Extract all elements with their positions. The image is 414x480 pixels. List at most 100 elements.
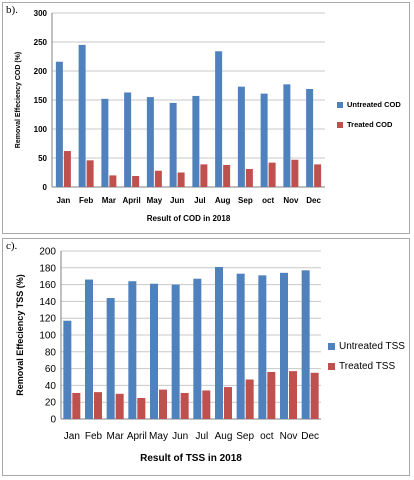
bar-treated-cod xyxy=(291,159,299,187)
bar-untreated-cod xyxy=(55,61,63,187)
bar-untreated-tss xyxy=(106,298,115,419)
bar-treated-tss xyxy=(289,371,297,419)
x-tick-label: Sep xyxy=(236,431,254,442)
bar-untreated-tss xyxy=(236,273,245,419)
bar-untreated-tss xyxy=(280,272,288,419)
bar-treated-cod xyxy=(86,160,94,187)
bar-treated-cod xyxy=(63,151,71,187)
y-tick-label: 180 xyxy=(39,263,56,274)
y-axis-title: Removal Effeciency COD (%) xyxy=(15,52,22,148)
bar-untreated-cod xyxy=(260,93,268,187)
legend-swatch xyxy=(337,102,343,108)
y-tick-label: 0 xyxy=(43,183,48,192)
x-tick-label: Feb xyxy=(79,196,93,205)
x-tick-label: Nov xyxy=(283,196,299,205)
bar-treated-tss xyxy=(202,390,211,419)
x-tick-label: Mar xyxy=(107,431,125,442)
x-tick-label: May xyxy=(149,431,168,442)
chart-panel-cod: b). 0 50 100 150 200 250 300 Jan Feb Mar April May J… xyxy=(2,2,410,234)
bar-treated-tss xyxy=(94,392,102,419)
y-tick-label: 120 xyxy=(39,314,56,325)
x-tick-label: Aug xyxy=(215,431,233,442)
bar-untreated-tss xyxy=(171,284,180,419)
y-tick-label: 160 xyxy=(39,280,56,291)
bar-untreated-tss xyxy=(128,281,137,419)
y-axis-title: Removal Effeciency TSS (%) xyxy=(15,274,25,396)
y-tick-label: 60 xyxy=(45,364,57,375)
bar-treated-tss xyxy=(224,387,232,419)
legend-label: Treated COD xyxy=(347,120,393,129)
bar-treated-cod xyxy=(200,164,208,187)
bar-treated-cod xyxy=(314,164,322,187)
y-tick-label: 300 xyxy=(34,9,48,18)
bar-treated-tss xyxy=(310,372,319,419)
bar-untreated-tss xyxy=(85,279,93,419)
x-tick-label: Mar xyxy=(102,196,116,205)
bar-untreated-tss xyxy=(150,283,158,419)
x-axis-title: Result of TSS in 2018 xyxy=(140,453,242,464)
x-tick-label: Sep xyxy=(238,196,253,205)
legend-label: Untreated COD xyxy=(347,100,401,109)
legend-swatch xyxy=(328,343,335,350)
bar-untreated-tss xyxy=(301,270,310,419)
x-tick-label: Jan xyxy=(56,196,70,205)
x-axis-title: Result of COD in 2018 xyxy=(147,214,231,223)
x-tick-label: oct xyxy=(260,431,274,442)
bar-untreated-tss xyxy=(215,266,223,419)
bar-treated-tss xyxy=(72,392,81,419)
y-tick-label: 150 xyxy=(34,96,48,105)
x-tick-label: Jul xyxy=(195,431,208,442)
x-tick-label: Jul xyxy=(194,196,206,205)
bar-treated-cod xyxy=(132,175,140,187)
y-tick-label: 0 xyxy=(50,415,56,426)
bar-untreated-cod xyxy=(78,44,86,188)
bar-untreated-cod xyxy=(124,92,132,187)
y-tick-label: 100 xyxy=(39,331,56,342)
bar-untreated-cod xyxy=(237,86,245,187)
x-tick-label: May xyxy=(147,196,163,205)
x-tick-label: Feb xyxy=(85,431,103,442)
y-tick-label: 20 xyxy=(45,398,57,409)
cod-bar-chart: 0 50 100 150 200 250 300 Jan Feb Mar April May Jun Ju… xyxy=(15,9,401,223)
x-tick-label: Dec xyxy=(306,196,321,205)
y-tick-label: 50 xyxy=(38,154,47,163)
x-tick-label: Aug xyxy=(215,196,231,205)
bar-untreated-cod xyxy=(215,51,223,187)
panel-label: b). xyxy=(6,4,18,16)
y-tick-label: 250 xyxy=(34,38,48,47)
bar-treated-tss xyxy=(115,393,124,419)
chart-panel-tss: c). 0 20 40 60 80 100 120 140 160 180 200 Jan Feb Mar… xyxy=(2,238,410,476)
bar-treated-tss xyxy=(267,371,276,419)
legend-swatch xyxy=(328,363,335,370)
bar-untreated-tss xyxy=(193,278,202,419)
legend-label: Untreated TSS xyxy=(339,341,405,352)
legend-swatch xyxy=(337,122,343,128)
bar-untreated-tss xyxy=(258,275,267,419)
x-tick-label: Jun xyxy=(172,431,188,442)
x-tick-label: Nov xyxy=(280,431,298,442)
bar-untreated-cod xyxy=(169,102,177,187)
bar-untreated-cod xyxy=(101,98,109,187)
panel-label: c). xyxy=(6,240,18,252)
bar-treated-tss xyxy=(245,379,254,419)
x-tick-label: Jan xyxy=(64,431,80,442)
bar-treated-tss xyxy=(159,389,167,419)
bar-untreated-cod xyxy=(306,88,314,187)
bar-treated-cod xyxy=(223,164,231,187)
bar-treated-tss xyxy=(137,398,146,419)
y-tick-label: 80 xyxy=(45,347,57,358)
x-tick-label: Jun xyxy=(170,196,184,205)
y-tick-label: 200 xyxy=(34,67,48,76)
x-tick-label: April xyxy=(127,431,147,442)
y-tick-label: 200 xyxy=(39,247,56,258)
bar-treated-cod xyxy=(245,169,253,187)
x-tick-label: April xyxy=(123,196,141,205)
x-tick-label: Dec xyxy=(301,431,319,442)
tss-bar-chart: 0 20 40 60 80 100 120 140 160 180 200 Jan Feb Mar Apri… xyxy=(15,247,405,465)
bar-treated-cod xyxy=(154,170,162,187)
bar-treated-cod xyxy=(109,175,117,187)
bar-treated-tss xyxy=(180,392,189,419)
y-tick-label: 140 xyxy=(39,297,56,308)
y-tick-label: 40 xyxy=(45,381,57,392)
bar-untreated-cod xyxy=(283,84,291,187)
